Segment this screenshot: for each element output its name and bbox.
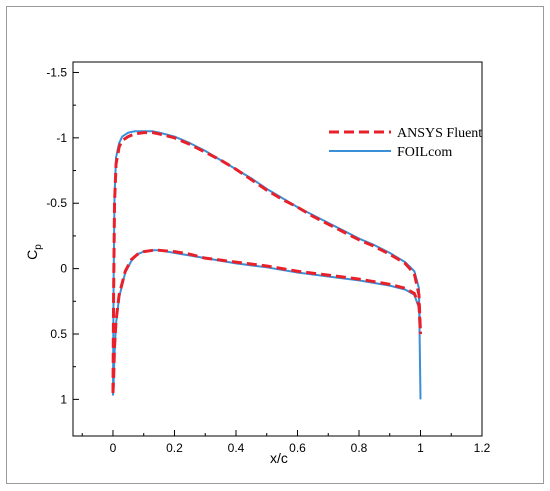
legend-label-foilcom: FOILcom bbox=[397, 145, 452, 160]
y-tick-label: -1 bbox=[56, 131, 67, 145]
figure-frame: 0 0.2 0.4 0.6 0.8 1 1.2 -1.5 -1 -0.5 0 0.5 1 x/c Cp… bbox=[6, 6, 544, 484]
series-layer bbox=[111, 130, 422, 400]
legend: ANSYS Fluent FOILcom bbox=[329, 126, 482, 160]
series-line-ansys-fluent-upper bbox=[111, 131, 422, 393]
x-tick-label: 0.2 bbox=[166, 441, 183, 455]
y-tick-label: 1 bbox=[60, 392, 67, 406]
x-axis-title: x/c bbox=[270, 450, 288, 466]
chart-canvas: 0 0.2 0.4 0.6 0.8 1 1.2 -1.5 -1 -0.5 0 0.5 1 x/c Cp… bbox=[24, 61, 491, 466]
x-tick-label: 0.6 bbox=[289, 441, 306, 455]
series-line-ansys-fluent-lower bbox=[111, 248, 422, 393]
tick-marks bbox=[73, 71, 483, 436]
y-tick-label: 0 bbox=[60, 262, 67, 276]
y-axis-title: Cp bbox=[24, 244, 44, 260]
y-tick-label: 0.5 bbox=[50, 327, 67, 341]
x-tick-label: 0 bbox=[110, 441, 117, 455]
y-tick-label: -1.5 bbox=[46, 65, 67, 79]
series-line-foilcom-lower bbox=[111, 249, 422, 396]
x-tick-labels: 0 0.2 0.4 0.6 0.8 1 1.2 bbox=[110, 441, 491, 455]
x-tick-label: 1.2 bbox=[474, 441, 491, 455]
legend-label-ansys-fluent: ANSYS Fluent bbox=[397, 126, 482, 141]
y-tick-label: -0.5 bbox=[46, 196, 67, 210]
plot-area bbox=[72, 61, 483, 437]
y-tick-labels: -1.5 -1 -0.5 0 0.5 1 bbox=[46, 65, 67, 406]
y-axis-title-subscript: p bbox=[33, 244, 44, 250]
y-axis-title-main: C bbox=[24, 250, 40, 260]
x-tick-label: 0.8 bbox=[351, 441, 368, 455]
x-tick-label: 1 bbox=[417, 441, 424, 455]
x-tick-label: 0.4 bbox=[228, 441, 245, 455]
